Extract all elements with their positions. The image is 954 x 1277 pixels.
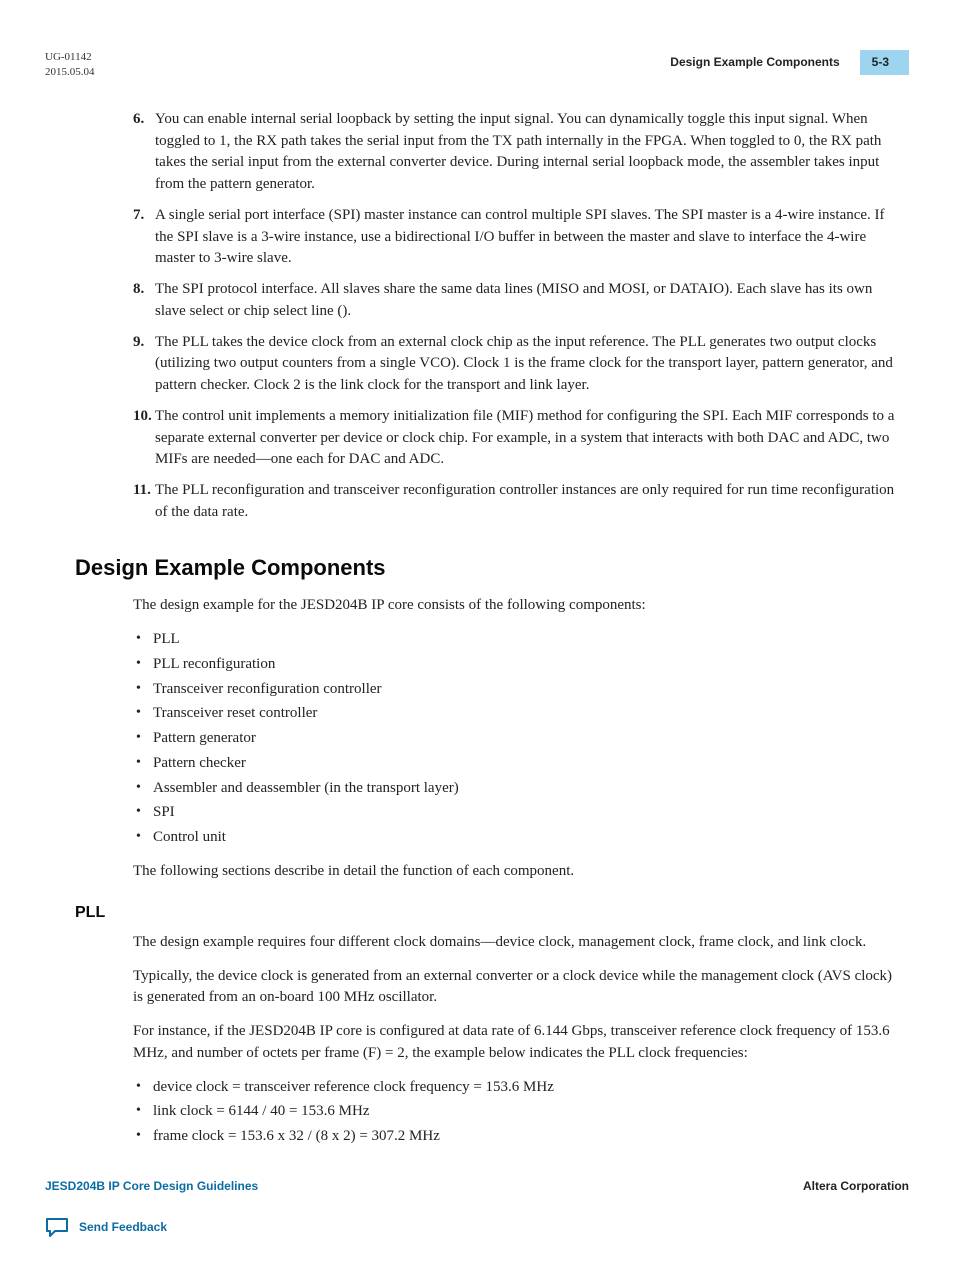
- doc-id: UG-01142: [45, 50, 95, 65]
- list-number: 11.: [133, 480, 155, 524]
- speech-bubble-icon: [45, 1217, 69, 1237]
- list-item: Transceiver reset controller: [133, 703, 899, 725]
- list-text: A single serial port interface (SPI) mas…: [155, 205, 899, 270]
- heading-pll: PLL: [75, 901, 909, 924]
- list-text: The SPI protocol interface. All slaves s…: [155, 279, 899, 323]
- page-footer: JESD204B IP Core Design Guidelines Alter…: [45, 1178, 909, 1195]
- list-item: Pattern generator: [133, 728, 899, 750]
- list-number: 6.: [133, 109, 155, 196]
- list-item: link clock = 6144 / 40 = 153.6 MHz: [133, 1101, 899, 1123]
- list-number: 8.: [133, 279, 155, 323]
- footer-guideline-link[interactable]: JESD204B IP Core Design Guidelines: [45, 1178, 258, 1195]
- intro-paragraph: The design example for the JESD204B IP c…: [133, 595, 899, 617]
- list-item: 9. The PLL takes the device clock from a…: [133, 332, 899, 397]
- pll-paragraph-2: Typically, the device clock is generated…: [133, 966, 899, 1010]
- pll-paragraph-1: The design example requires four differe…: [133, 932, 899, 954]
- list-item: Transceiver reconfiguration controller: [133, 679, 899, 701]
- list-item: Control unit: [133, 827, 899, 849]
- list-number: 9.: [133, 332, 155, 397]
- list-number: 7.: [133, 205, 155, 270]
- doc-date: 2015.05.04: [45, 65, 95, 80]
- list-item: PLL reconfiguration: [133, 654, 899, 676]
- feedback-link[interactable]: Send Feedback: [45, 1217, 909, 1237]
- list-item: Assembler and deassembler (in the transp…: [133, 778, 899, 800]
- list-item: SPI: [133, 802, 899, 824]
- components-list: PLL PLL reconfiguration Transceiver reco…: [133, 629, 899, 849]
- list-text: The PLL takes the device clock from an e…: [155, 332, 899, 397]
- footer-corporation: Altera Corporation: [803, 1178, 909, 1195]
- follow-paragraph: The following sections describe in detai…: [133, 861, 899, 883]
- page-header: UG-01142 2015.05.04 Design Example Compo…: [45, 50, 909, 81]
- header-left: UG-01142 2015.05.04: [45, 50, 95, 81]
- list-item: 11. The PLL reconfiguration and transcei…: [133, 480, 899, 524]
- list-item: Pattern checker: [133, 753, 899, 775]
- heading-design-components: Design Example Components: [75, 552, 909, 584]
- page-number-badge: 5-3: [860, 50, 909, 75]
- list-item: device clock = transceiver reference clo…: [133, 1077, 899, 1099]
- list-text: The PLL reconfiguration and transceiver …: [155, 480, 899, 524]
- list-item: frame clock = 153.6 x 32 / (8 x 2) = 307…: [133, 1126, 899, 1148]
- feedback-label: Send Feedback: [79, 1219, 167, 1236]
- pll-paragraph-3: For instance, if the JESD204B IP core is…: [133, 1021, 899, 1065]
- list-number: 10.: [133, 406, 155, 471]
- clock-freq-list: device clock = transceiver reference clo…: [133, 1077, 899, 1148]
- list-item: 6. You can enable internal serial loopba…: [133, 109, 899, 196]
- list-text: The control unit implements a memory ini…: [155, 406, 899, 471]
- section-title: Design Example Components: [670, 54, 839, 71]
- list-text: You can enable internal serial loopback …: [155, 109, 899, 196]
- ordered-list: 6. You can enable internal serial loopba…: [133, 109, 899, 524]
- list-item: 7. A single serial port interface (SPI) …: [133, 205, 899, 270]
- header-right: Design Example Components 5-3: [670, 50, 909, 75]
- list-item: 8. The SPI protocol interface. All slave…: [133, 279, 899, 323]
- list-item: PLL: [133, 629, 899, 651]
- list-item: 10. The control unit implements a memory…: [133, 406, 899, 471]
